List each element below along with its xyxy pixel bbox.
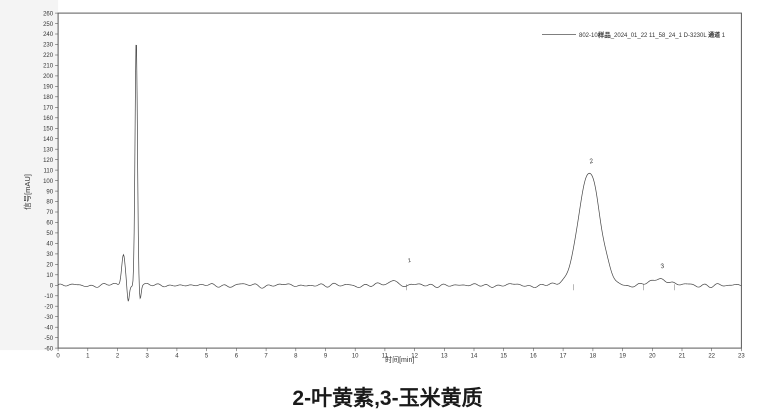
svg-text:-20: -20 xyxy=(44,304,53,310)
svg-text:260: 260 xyxy=(43,11,54,17)
svg-text:-40: -40 xyxy=(44,325,53,331)
svg-text:190: 190 xyxy=(43,85,54,91)
svg-text:10: 10 xyxy=(352,354,359,360)
svg-text:10: 10 xyxy=(46,273,53,279)
svg-text:信号[mAU]: 信号[mAU] xyxy=(22,174,32,210)
svg-text:110: 110 xyxy=(44,168,54,174)
svg-text:时间[min]: 时间[min] xyxy=(385,355,414,364)
svg-text:130: 130 xyxy=(43,147,54,153)
svg-text:18: 18 xyxy=(590,354,597,360)
svg-text:2-叶黄素,3-玉米黄质: 2-叶黄素,3-玉米黄质 xyxy=(292,386,482,410)
svg-text:-30: -30 xyxy=(44,315,53,321)
svg-text:100: 100 xyxy=(43,179,54,185)
svg-text:160: 160 xyxy=(43,116,54,122)
svg-text:14: 14 xyxy=(471,354,478,360)
svg-text:30: 30 xyxy=(46,252,53,258)
svg-text:200: 200 xyxy=(43,74,54,80)
svg-text:13: 13 xyxy=(441,354,448,360)
svg-text:50: 50 xyxy=(46,231,53,237)
svg-text:60: 60 xyxy=(46,221,53,227)
svg-text:20: 20 xyxy=(649,354,656,360)
svg-text:80: 80 xyxy=(46,200,53,206)
svg-text:-60: -60 xyxy=(44,346,53,352)
svg-text:180: 180 xyxy=(43,95,54,101)
svg-text:17: 17 xyxy=(560,354,567,360)
svg-text:15: 15 xyxy=(500,354,507,360)
svg-text:230: 230 xyxy=(43,43,54,49)
svg-text:170: 170 xyxy=(43,106,54,112)
svg-text:150: 150 xyxy=(43,127,54,133)
svg-text:140: 140 xyxy=(43,137,54,143)
svg-text:23: 23 xyxy=(738,354,745,360)
svg-text:210: 210 xyxy=(43,64,54,70)
svg-text:250: 250 xyxy=(43,22,54,28)
svg-text:220: 220 xyxy=(43,53,54,59)
svg-text:240: 240 xyxy=(43,32,54,38)
svg-text:22: 22 xyxy=(708,354,715,360)
svg-text:40: 40 xyxy=(46,242,53,248)
svg-text:120: 120 xyxy=(43,158,54,164)
svg-text:90: 90 xyxy=(46,189,53,195)
svg-text:-10: -10 xyxy=(44,294,53,300)
svg-text:20: 20 xyxy=(46,263,53,269)
svg-text:19: 19 xyxy=(619,354,626,360)
svg-text:70: 70 xyxy=(46,210,53,216)
svg-text:21: 21 xyxy=(679,354,686,360)
svg-text:16: 16 xyxy=(530,354,537,360)
svg-text:-50: -50 xyxy=(44,336,53,342)
